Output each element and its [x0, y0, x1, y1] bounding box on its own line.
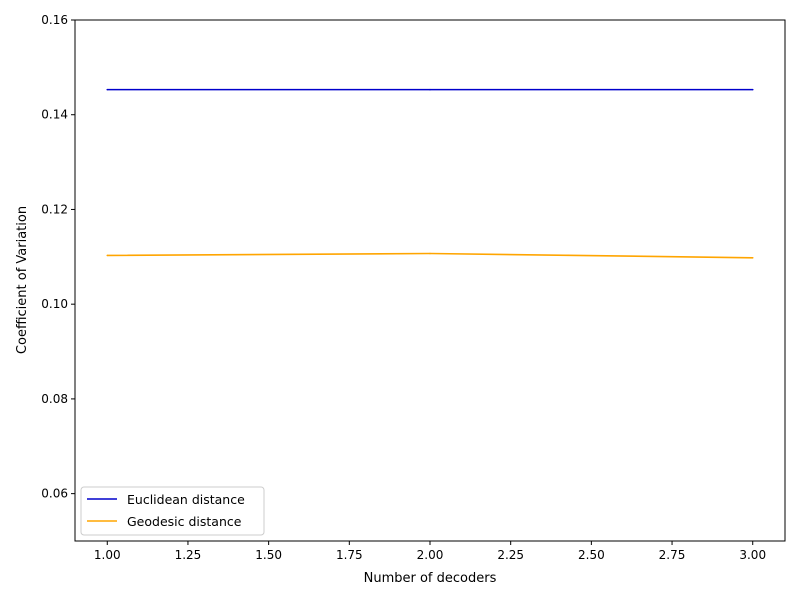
- lines-layer: [106, 88, 754, 259]
- x-tick-label: 1.50: [255, 548, 282, 562]
- x-axis: 1.00 1.25 1.50 1.75 2.00 2.25 2.50 2.75 3.00: [94, 541, 766, 562]
- y-tick-label: 0.08: [41, 392, 68, 406]
- x-axis-label: Number of decoders: [364, 571, 497, 586]
- data-point-euclidean: [751, 88, 754, 91]
- y-tick-label: 0.12: [41, 202, 68, 216]
- x-tick-label: 2.00: [417, 548, 444, 562]
- legend-label-euclidean: Euclidean distance: [127, 492, 245, 507]
- legend-label-geodesic: Geodesic distance: [127, 514, 242, 529]
- data-point-geodesic: [751, 256, 754, 259]
- x-tick-label: 2.50: [578, 548, 605, 562]
- data-point-euclidean: [429, 88, 431, 91]
- plot-frame: [74, 19, 786, 542]
- y-tick-label: 0.14: [41, 108, 68, 122]
- x-tick-label: 2.25: [497, 548, 524, 562]
- y-axis: 0.06 0.08 0.10 0.12 0.14 0.16: [41, 13, 75, 501]
- x-tick-label: 1.00: [94, 548, 121, 562]
- y-axis-label: Coefficient of Variation: [15, 206, 30, 354]
- data-point-euclidean: [106, 88, 109, 91]
- legend-box: [80, 486, 265, 536]
- x-tick-label: 3.00: [739, 548, 766, 562]
- y-tick-label: 0.16: [41, 13, 68, 27]
- x-tick-label: 1.75: [336, 548, 363, 562]
- data-point-geodesic: [106, 254, 109, 257]
- x-tick-label: 1.25: [175, 548, 202, 562]
- y-tick-label: 0.06: [41, 487, 68, 501]
- y-tick-label: 0.10: [41, 297, 68, 311]
- data-point-geodesic: [429, 252, 431, 255]
- legend: Euclidean distance Geodesic distance: [80, 486, 265, 536]
- x-tick-label: 2.75: [659, 548, 686, 562]
